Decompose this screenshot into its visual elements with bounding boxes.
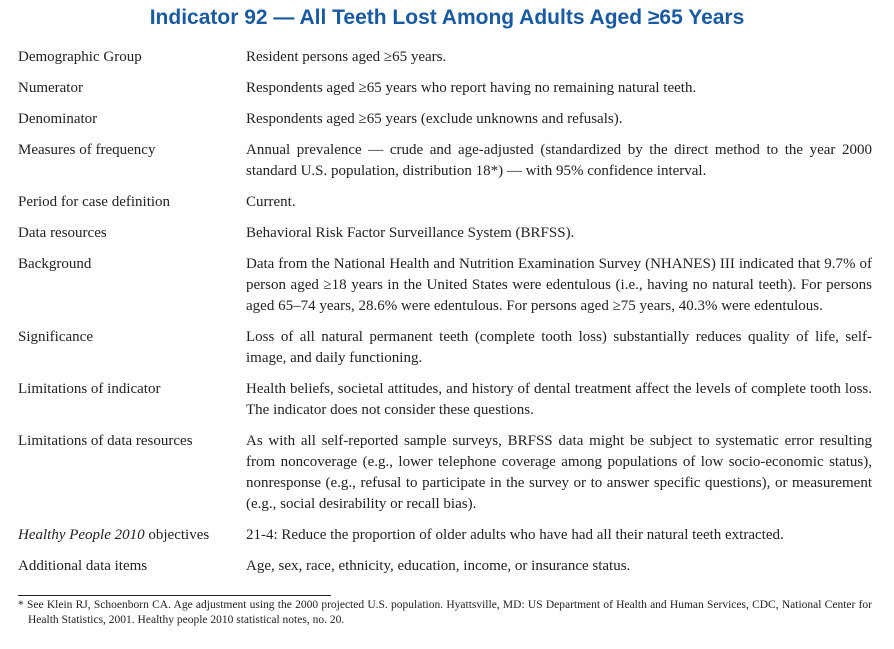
row-text: Health beliefs, societal attitudes, and … bbox=[246, 381, 872, 418]
row-text: Loss of all natural permanent teeth (com… bbox=[246, 329, 872, 366]
row-label-text: Limitations of data resources bbox=[18, 433, 193, 449]
table-row: Numerator Respondents aged ≥65 years who … bbox=[18, 78, 872, 99]
table-row: Measures of frequency Annual prevalence —… bbox=[18, 140, 872, 182]
definition-table: Demographic Group Resident persons aged ≥… bbox=[18, 47, 872, 587]
row-label-text: Measures of frequency bbox=[18, 142, 156, 158]
row-label-text: Additional data items bbox=[18, 558, 148, 574]
table-row: Denominator Respondents aged ≥65 years (e… bbox=[18, 109, 872, 130]
row-label-italic: Healthy People 2010 bbox=[18, 527, 145, 543]
table-row: Significance Loss of all natural permanen… bbox=[18, 327, 872, 369]
table-row: Period for case definition Current. bbox=[18, 192, 872, 213]
row-label-text: Denominator bbox=[18, 111, 98, 127]
row-label: Denominator bbox=[18, 109, 246, 130]
row-text: Data from the National Health and Nutrit… bbox=[246, 256, 872, 314]
title: Indicator 92 — All Teeth Lost Among Adul… bbox=[149, 6, 745, 29]
row-label-text: Demographic Group bbox=[18, 49, 142, 65]
row-label-text: Numerator bbox=[18, 80, 83, 96]
row-label: Measures of frequency bbox=[18, 140, 246, 182]
table-row: Background Data from the National Health … bbox=[18, 254, 872, 317]
table-row: Limitations of data resources As with all… bbox=[18, 431, 872, 515]
footnote: * See Klein RJ, Schoenborn CA. Age adjus… bbox=[18, 599, 872, 626]
row-text: Current. bbox=[246, 194, 296, 210]
row-label: Background bbox=[18, 254, 246, 317]
row-label-text: objectives bbox=[148, 527, 210, 543]
row-label: Significance bbox=[18, 327, 246, 369]
row-label-text: Limitations of indicator bbox=[18, 381, 161, 397]
row-label: Limitations of indicator bbox=[18, 379, 246, 421]
row-label: Numerator bbox=[18, 78, 246, 99]
row-label: Healthy People 2010 objectives bbox=[18, 525, 246, 546]
row-text: Behavioral Risk Factor Surveillance Syst… bbox=[246, 225, 575, 241]
row-text: Age, sex, race, ethnicity, education, in… bbox=[246, 558, 631, 574]
table-row: Data resources Behavioral Risk Factor Sur… bbox=[18, 223, 872, 244]
footnote-rule bbox=[18, 595, 331, 596]
row-label-text: Data resources bbox=[18, 225, 107, 241]
row-text: As with all self-reported sample surveys… bbox=[246, 433, 872, 512]
row-text: Resident persons aged ≥65 years. bbox=[246, 49, 447, 65]
row-label-text: Period for case definition bbox=[18, 194, 171, 210]
table-row: Additional data items Age, sex, race, eth… bbox=[18, 556, 872, 577]
row-label-text: Significance bbox=[18, 329, 93, 345]
row-text: Annual prevalence — crude and age-adjust… bbox=[246, 142, 872, 179]
row-text: Respondents aged ≥65 years (exclude unkn… bbox=[246, 111, 623, 127]
row-label: Data resources bbox=[18, 223, 246, 244]
row-label: Additional data items bbox=[18, 556, 246, 577]
row-text: Respondents aged ≥65 years who report ha… bbox=[246, 80, 697, 96]
table-row: Limitations of indicator Health beliefs, … bbox=[18, 379, 872, 421]
row-label: Limitations of data resources bbox=[18, 431, 246, 515]
table-row: Healthy People 2010 objectives 21-4: Redu… bbox=[18, 525, 872, 546]
row-label: Demographic Group bbox=[18, 47, 246, 68]
table-row: Demographic Group Resident persons aged ≥… bbox=[18, 47, 872, 68]
row-label-text: Background bbox=[18, 256, 92, 272]
row-text: 21-4: Reduce the proportion of older adu… bbox=[246, 527, 784, 543]
row-label: Period for case definition bbox=[18, 192, 246, 213]
